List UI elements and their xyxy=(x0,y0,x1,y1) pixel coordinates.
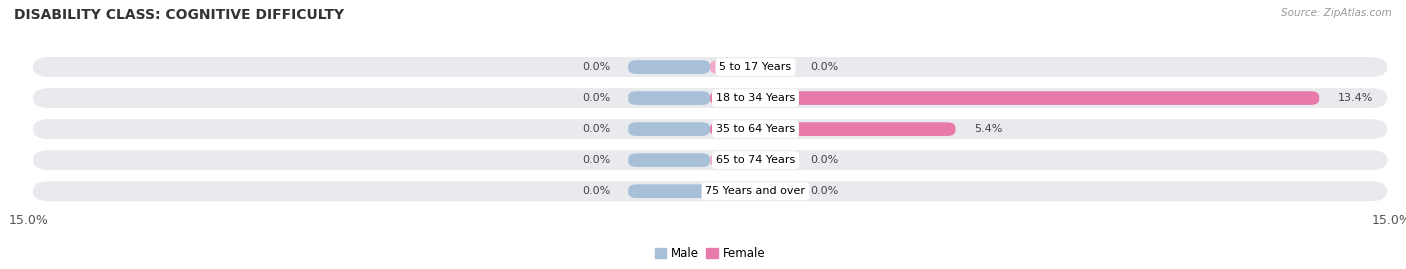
FancyBboxPatch shape xyxy=(628,60,710,74)
Text: 0.0%: 0.0% xyxy=(582,124,610,134)
FancyBboxPatch shape xyxy=(628,153,710,167)
FancyBboxPatch shape xyxy=(710,60,792,74)
Text: 0.0%: 0.0% xyxy=(810,155,838,165)
FancyBboxPatch shape xyxy=(710,122,956,136)
Text: 75 Years and over: 75 Years and over xyxy=(706,186,806,196)
Text: DISABILITY CLASS: COGNITIVE DIFFICULTY: DISABILITY CLASS: COGNITIVE DIFFICULTY xyxy=(14,8,344,22)
FancyBboxPatch shape xyxy=(628,91,710,105)
Text: 5.4%: 5.4% xyxy=(974,124,1002,134)
Legend: Male, Female: Male, Female xyxy=(655,247,765,260)
Text: 0.0%: 0.0% xyxy=(582,155,610,165)
FancyBboxPatch shape xyxy=(628,184,710,198)
FancyBboxPatch shape xyxy=(710,153,792,167)
FancyBboxPatch shape xyxy=(32,119,1388,139)
Text: 35 to 64 Years: 35 to 64 Years xyxy=(716,124,794,134)
Text: 5 to 17 Years: 5 to 17 Years xyxy=(720,62,792,72)
Text: 0.0%: 0.0% xyxy=(810,62,838,72)
Text: 0.0%: 0.0% xyxy=(582,93,610,103)
Text: 18 to 34 Years: 18 to 34 Years xyxy=(716,93,796,103)
FancyBboxPatch shape xyxy=(32,88,1388,108)
Text: 0.0%: 0.0% xyxy=(582,62,610,72)
Text: 0.0%: 0.0% xyxy=(582,186,610,196)
FancyBboxPatch shape xyxy=(32,150,1388,170)
Text: 13.4%: 13.4% xyxy=(1337,93,1372,103)
FancyBboxPatch shape xyxy=(32,57,1388,77)
FancyBboxPatch shape xyxy=(710,184,792,198)
Text: Source: ZipAtlas.com: Source: ZipAtlas.com xyxy=(1281,8,1392,18)
FancyBboxPatch shape xyxy=(710,91,1319,105)
FancyBboxPatch shape xyxy=(32,181,1388,201)
Text: 0.0%: 0.0% xyxy=(810,186,838,196)
Text: 65 to 74 Years: 65 to 74 Years xyxy=(716,155,796,165)
FancyBboxPatch shape xyxy=(628,122,710,136)
